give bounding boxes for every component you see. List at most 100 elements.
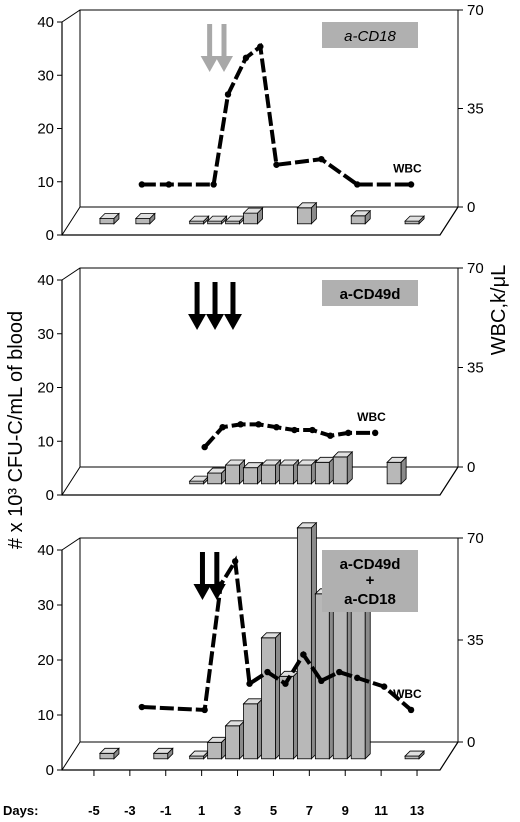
right-tick-label: 0: [467, 734, 475, 751]
wbc-point: [273, 161, 280, 168]
treatment-arrow-head: [200, 56, 219, 72]
bar-side: [203, 215, 210, 225]
bar-side: [364, 209, 371, 225]
left-tick-label: 40: [37, 14, 54, 31]
wbc-series-label: WBC: [393, 687, 422, 701]
treatment-label: a-CD18: [344, 28, 396, 45]
bar: [296, 527, 312, 760]
x-axis-prefix: Days:: [3, 803, 38, 818]
x-tick-label: 9: [342, 803, 349, 818]
left-tick-label: 10: [37, 707, 54, 724]
left-tick-label: 30: [37, 597, 54, 614]
x-tick-label: -5: [88, 803, 100, 818]
left-tick-label: 20: [37, 380, 54, 397]
bar: [207, 472, 223, 485]
x-tick-label: 13: [410, 803, 424, 818]
wbc-point: [224, 91, 232, 98]
bar: [189, 755, 205, 760]
panel-2: 0 10 20 30 40 0 35 70 WBC a-CD49d: [37, 260, 483, 504]
bar-side: [113, 212, 120, 225]
left-tick-label: 40: [37, 272, 54, 289]
bar-side: [310, 201, 317, 225]
bar: [404, 755, 420, 760]
treatment-arrow-head: [207, 584, 226, 600]
bar: [225, 725, 240, 760]
wbc-point: [291, 426, 298, 434]
wbc-point: [345, 429, 352, 437]
bar: [153, 752, 169, 760]
bar-side: [257, 207, 263, 225]
wbc-point: [371, 429, 379, 437]
bar: [386, 461, 402, 485]
wbc-point: [138, 181, 146, 188]
bar: [135, 218, 151, 225]
left-tick-label: 0: [46, 227, 54, 244]
wbc-point: [273, 424, 280, 431]
panels: 0 10 20 30 40 0 35 70 WBC a-CD18 0 10 20 30 40 0 35 70 WBC…: [37, 2, 483, 779]
right-tick-label: 35: [467, 360, 484, 377]
treatment-arrow-head: [206, 314, 225, 330]
wbc-point: [201, 443, 208, 451]
treatment-badge: [322, 280, 418, 306]
treatment-badge: [322, 22, 418, 48]
bar-side: [167, 747, 174, 760]
wbc-point: [354, 181, 361, 188]
treatment-badge: [322, 550, 418, 612]
bar: [261, 464, 276, 485]
bar-side: [400, 456, 407, 485]
bar: [332, 609, 348, 760]
treatment-arrow-head: [193, 584, 212, 600]
left-tick-label: 0: [46, 487, 54, 504]
wbc-point: [257, 43, 264, 50]
wbc-point: [318, 155, 325, 163]
right-tick-label: 70: [467, 2, 484, 19]
bar: [243, 703, 258, 760]
right-tick-label: 70: [467, 530, 484, 547]
treatment-label: a-CD49d: [340, 286, 401, 303]
bar-side: [418, 750, 425, 760]
wbc-series-label: WBC: [393, 161, 422, 175]
bar-side: [221, 215, 228, 225]
wbc-point: [309, 426, 316, 434]
wbc-point: [219, 424, 226, 431]
bar: [243, 212, 258, 225]
x-tick-label: -1: [160, 803, 172, 818]
wbc-point: [246, 680, 253, 687]
bar: [279, 464, 294, 485]
bar: [279, 675, 294, 760]
right-tick-label: 35: [467, 632, 484, 649]
wbc-point: [165, 181, 172, 188]
wbc-point: [210, 181, 217, 188]
wbc-point: [138, 703, 146, 711]
bar: [296, 464, 312, 485]
wbc-point: [407, 181, 415, 188]
right-tick-label: 0: [467, 459, 475, 476]
left-tick-label: 20: [37, 121, 54, 138]
bar-side: [149, 212, 156, 225]
x-tick-label: -3: [124, 803, 136, 818]
treatment-plus: +: [366, 572, 375, 589]
left-tick-label: 10: [37, 174, 54, 191]
x-tick-label: 3: [234, 803, 241, 818]
wbc-point: [255, 421, 262, 428]
x-tick-label: 7: [306, 803, 313, 818]
right-tick-label: 0: [467, 199, 475, 216]
wbc-line: [203, 422, 376, 449]
bar: [99, 218, 115, 225]
right-tick-label: 70: [467, 260, 484, 277]
bar-side: [113, 747, 120, 760]
wbc-point: [407, 706, 415, 714]
wbc-point: [242, 54, 250, 62]
wbc-point: [318, 677, 325, 684]
treatment-label: a-CD49d: [340, 556, 401, 573]
left-tick-label: 10: [37, 433, 54, 450]
left-tick-label: 0: [46, 762, 54, 779]
wbc-point: [300, 651, 307, 658]
bar: [296, 207, 312, 225]
wbc-point: [264, 668, 271, 676]
wbc-point: [282, 680, 289, 687]
wbc-point: [327, 432, 334, 439]
x-axis: Days: -5 -3 -1 1 3 5 7 9 11 13: [3, 770, 424, 818]
bar: [243, 467, 258, 485]
